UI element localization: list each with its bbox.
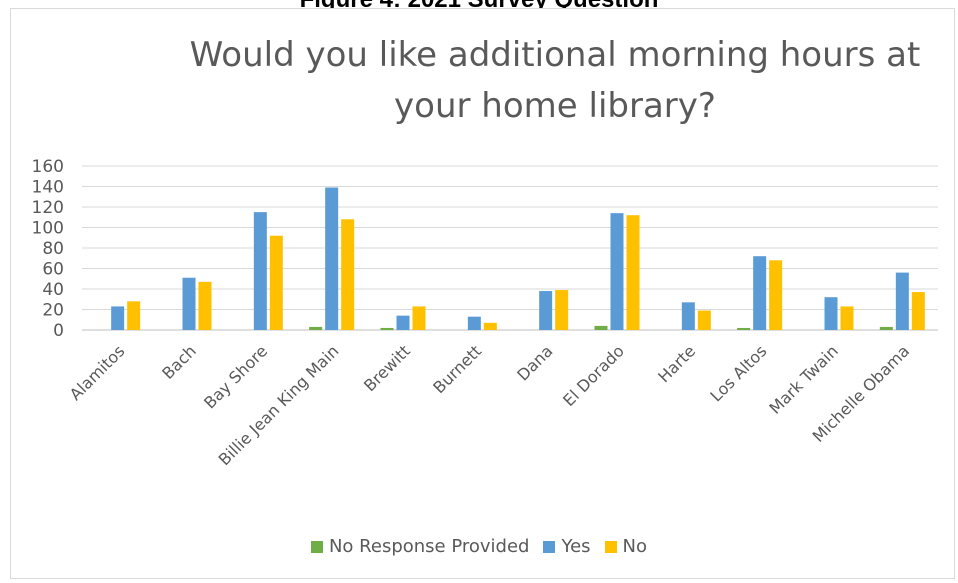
bar-yes	[539, 291, 553, 330]
y-tick-label: 140	[32, 178, 64, 198]
legend-item: No Response Provided	[310, 536, 530, 557]
bar-yes	[824, 297, 838, 330]
legend-label: No	[622, 536, 648, 557]
bar-no-response-provided	[879, 326, 893, 330]
bar-no	[626, 215, 640, 330]
bar-no-response-provided	[737, 327, 751, 330]
legend-item: No	[604, 536, 648, 557]
bar-yes	[325, 187, 339, 330]
bar-no	[269, 235, 283, 330]
y-tick-label: 20	[42, 301, 64, 321]
x-category-label: Alamitos	[66, 341, 129, 404]
y-tick-label: 160	[32, 157, 64, 177]
bar-yes	[253, 212, 267, 330]
bar-yes	[895, 272, 909, 330]
x-category-label: El Dorado	[559, 341, 628, 410]
bar-no	[341, 219, 355, 330]
legend-item: Yes	[543, 536, 591, 557]
bar-yes	[681, 302, 695, 330]
y-tick-label: 60	[42, 260, 64, 280]
y-tick-label: 0	[53, 321, 64, 341]
x-category-label: Los Altos	[706, 341, 770, 405]
y-tick-label: 40	[42, 280, 64, 300]
bar-no	[412, 306, 426, 330]
bar-yes	[467, 316, 481, 330]
chart-container	[10, 8, 955, 579]
x-category-label: Bay Shore	[200, 341, 271, 412]
x-category-label: Dana	[513, 341, 556, 384]
bar-no	[697, 310, 711, 330]
legend: No Response Provided Yes No	[0, 536, 958, 557]
bar-no-response-provided	[380, 327, 394, 330]
bar-no	[483, 322, 497, 330]
y-tick-label: 120	[32, 198, 64, 218]
bar-no	[555, 290, 569, 330]
bar-yes	[182, 277, 196, 330]
x-category-label: Billie Jean King Main	[215, 341, 343, 469]
bar-yes	[610, 213, 624, 330]
legend-label: No Response Provided	[328, 536, 530, 557]
y-tick-label: 100	[32, 219, 64, 239]
x-category-label: Bach	[158, 341, 200, 383]
legend-label: Yes	[561, 536, 591, 557]
bar-yes	[396, 315, 410, 330]
legend-swatch	[310, 540, 323, 553]
bar-no	[769, 260, 783, 330]
legend-swatch	[543, 540, 556, 553]
bar-no-response-provided	[309, 326, 323, 330]
bar-no	[198, 281, 212, 330]
x-category-label: Burnett	[429, 341, 485, 397]
legend-swatch	[604, 540, 617, 553]
x-category-label: Mark Twain	[765, 341, 841, 417]
x-category-label: Brewitt	[360, 341, 414, 395]
y-tick-label: 80	[42, 239, 64, 259]
bar-no	[911, 292, 925, 330]
bar-yes	[111, 306, 125, 330]
bar-yes	[753, 256, 767, 330]
bar-no	[840, 306, 854, 330]
chart-title: Would you like additional morning hours …	[189, 35, 921, 126]
bar-no-response-provided	[594, 325, 608, 330]
bar-no	[127, 301, 141, 330]
x-category-label: Harte	[654, 341, 699, 386]
